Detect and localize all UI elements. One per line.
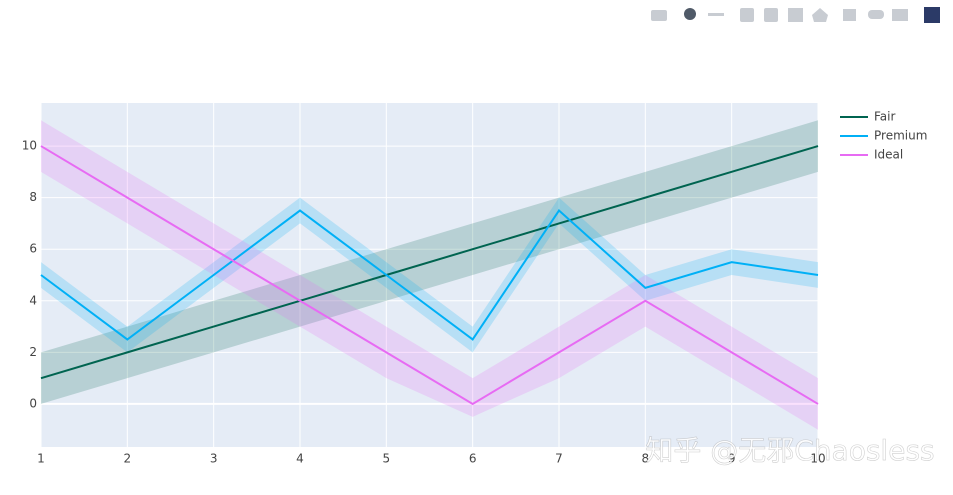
- zoom-in-icon[interactable]: [740, 8, 754, 22]
- band: [41, 120, 818, 430]
- y-tick-label: 0: [29, 396, 37, 410]
- legend-label: Premium: [874, 129, 927, 143]
- zoom-icon[interactable]: [684, 8, 696, 20]
- spike-icon[interactable]: [843, 9, 856, 21]
- x-tick-label: 7: [555, 452, 563, 466]
- x-tick-label: 1: [37, 452, 45, 466]
- y-tick-label: 8: [29, 190, 37, 204]
- x-tick-label: 8: [642, 452, 650, 466]
- hover-compare-icon[interactable]: [892, 9, 908, 21]
- autoscale-icon[interactable]: [788, 8, 803, 22]
- y-tick-label: 2: [29, 345, 37, 359]
- y-tick-label: 10: [22, 139, 37, 153]
- zoom-out-icon[interactable]: [764, 8, 778, 22]
- camera-icon[interactable]: [651, 10, 667, 21]
- hover-closest-icon[interactable]: [868, 10, 884, 19]
- x-tick-label: 2: [124, 452, 132, 466]
- toolbar: [651, 7, 940, 23]
- watermark: 知乎 @无邪Chaosless: [645, 434, 934, 467]
- x-tick-label: 6: [469, 452, 477, 466]
- y-tick-label: 6: [29, 242, 37, 256]
- band: [41, 197, 818, 353]
- lines: [40, 145, 819, 406]
- labels: 1 2 3 4 5 6 7 8 9 10 0 2 4 6 8 10 Fair Premium Ideal: [22, 110, 928, 466]
- pan-icon[interactable]: [708, 13, 724, 16]
- series-line: [40, 209, 819, 341]
- series-line: [40, 145, 819, 380]
- y-tick-label: 4: [29, 293, 37, 307]
- x-tick-label: 10: [810, 452, 825, 466]
- legend-label: Ideal: [874, 148, 903, 162]
- x-tick-label: 3: [210, 452, 218, 466]
- series-line: [40, 145, 819, 406]
- legend-label: Fair: [874, 110, 895, 124]
- x-tick-label: 9: [728, 452, 736, 466]
- x-tick-label: 4: [296, 452, 304, 466]
- x-tick-label: 5: [383, 452, 391, 466]
- plotly-logo[interactable]: [924, 7, 940, 23]
- reset-icon[interactable]: [812, 8, 828, 22]
